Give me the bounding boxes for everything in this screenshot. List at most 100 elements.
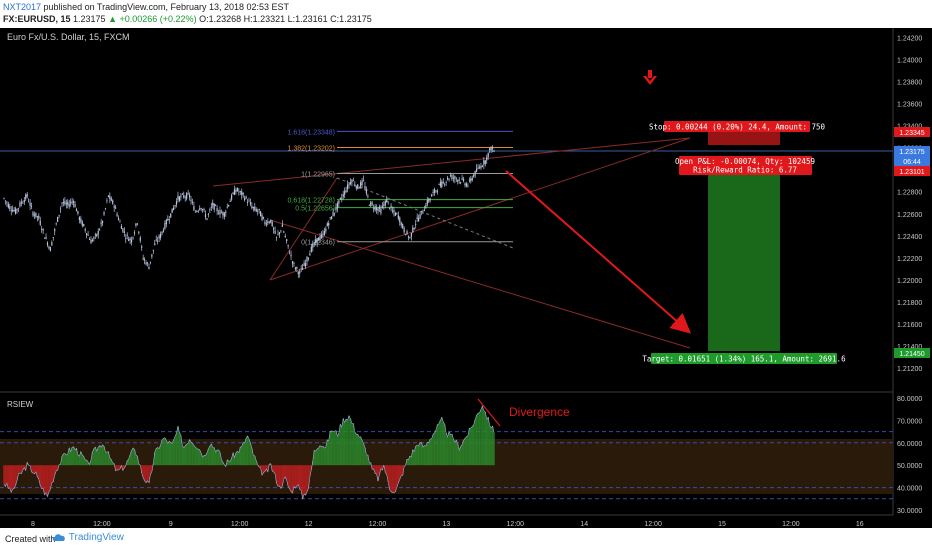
candle-body [481,166,484,168]
candle-body [58,214,60,216]
price-tick-label: 1.24200 [897,36,922,43]
rsi-bar [213,447,215,466]
fib-extension[interactable]: 1.618(1.23348) 1.382(1.23202) 1(1.22965) 0.… [288,129,513,247]
rsi-bar [220,459,223,466]
candle-body [362,179,365,181]
candle-body [171,208,173,213]
chart-svg[interactable]: Euro Fx/U.S. Dollar, 15, FXCM RSIEW 1.24… [0,28,932,528]
rsi-bar [361,440,363,466]
chart-area[interactable]: Euro Fx/U.S. Dollar, 15, FXCM RSIEW 1.24… [0,28,932,528]
rsi-bar [384,465,387,473]
candle-body [19,202,21,207]
rsi-bar [491,426,494,466]
rsi-bar [380,465,382,469]
rsi-bar [442,421,445,466]
rsi-axis[interactable]: 80.0000 70.0000 60.0000 50.0000 40.0000 30.00… [897,396,922,515]
time-tick-label: 14 [580,521,588,528]
rsi-bar [403,465,405,467]
rsi-bar [67,453,69,466]
fib-connector-2[interactable] [269,177,338,281]
username-link[interactable]: NXT2017 [3,2,42,12]
candle-body [258,208,260,211]
price-tick-label: 1.22400 [897,234,922,241]
candle-body [144,259,146,261]
candle-body [65,203,67,205]
rsi-bar [325,447,327,466]
rsi-bar [271,465,273,471]
candle-body [45,237,47,239]
candle-body [246,201,249,203]
rsi-bar [420,442,423,466]
loss-zone[interactable] [708,131,780,145]
stop-price-text: 1.23345 [899,130,924,137]
rsi-bar [49,465,52,490]
rsi-bar [85,459,88,466]
trendline-upper[interactable] [212,137,691,187]
candle-body [486,157,488,161]
rsi-bar [107,451,110,466]
rsi-bar [441,417,443,466]
tradingview-logo[interactable]: TradingView [52,532,124,543]
rsi-bar [251,448,253,466]
profit-zone[interactable] [708,168,780,351]
candle-body [403,228,405,233]
rsi-bar [55,465,57,471]
rsi-bar [339,424,342,466]
price-axis[interactable]: 1.242001.240001.238001.236001.234001.232… [897,36,922,373]
candle-body [404,234,407,236]
projection-arrow[interactable] [505,170,692,334]
candle-body [442,181,444,183]
rsi-bar [117,465,120,471]
candle-body [389,207,391,209]
rsi-bar [45,465,47,493]
candle-body [346,184,349,189]
rsi-bar [74,449,76,466]
rsi-bar [367,455,369,466]
divergence-line[interactable] [477,398,501,427]
candle-body [78,217,80,221]
rsi-bar [390,465,392,492]
target-label-box[interactable]: Target: 0.01651 (1.34%) 165.1, Amount: 2… [642,353,846,364]
candle-body [132,237,134,239]
publish-line: NXT2017 published on TradingView.com, Fe… [3,2,289,13]
rsi-bar [374,465,376,474]
candle-body [87,234,89,236]
candle-body [145,262,147,265]
rsi-bar [288,465,291,489]
rsi-bar [461,444,463,466]
candle-body [491,147,494,149]
rsi-bar [355,434,358,466]
rsi-bar [154,452,156,466]
candle-body [406,231,408,235]
candle-body [161,231,163,234]
candle-body [286,239,288,241]
rsi-bar [69,451,72,466]
candle-body [373,207,375,209]
time-tick-label: 9 [169,521,173,528]
rsi-bar [164,437,166,466]
candle-body [112,200,114,204]
time-tick-label: 13 [443,521,451,528]
open-pl-box[interactable]: Open P&L: -0.00074, Qty: 102459 Risk/Rew… [675,156,815,175]
rsi-bar [362,443,365,466]
candle-body [432,191,434,193]
candle-body [110,198,112,201]
candle-body [418,218,420,222]
candle-body [100,222,102,225]
candle-body [358,187,360,189]
rsi-bar [335,430,337,466]
time-axis[interactable]: 8 12:00 9 12:00 12 12:00 13 12:00 14 12:00 15 12:00… [31,521,864,528]
rsi-bar [101,444,104,466]
rsi-bar [464,438,466,466]
trendline-lower[interactable] [269,137,691,281]
candles[interactable] [3,145,495,279]
rsi-bar [46,465,49,497]
rsi-bar [175,433,178,466]
stop-label-box[interactable]: Stop: 0.00244 (0.20%) 24.4, Amount: 750 [649,121,826,132]
candle-body [209,209,211,211]
candle-body [341,197,343,200]
rsi-bar [326,439,329,466]
rsi-indicator[interactable] [3,405,495,500]
candle-body [354,184,356,186]
candle-body [26,194,28,197]
